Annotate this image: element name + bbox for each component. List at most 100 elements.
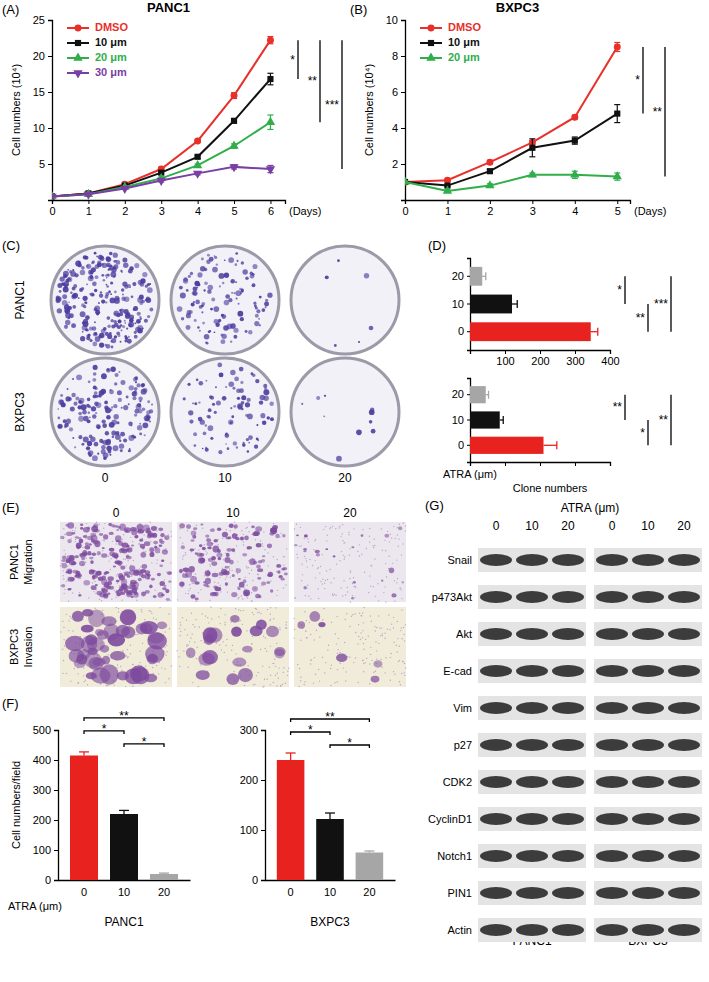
colony: [252, 373, 256, 377]
tick: 8: [392, 50, 405, 62]
pore: [104, 523, 105, 524]
y-axis: 0100200300: [240, 724, 266, 886]
cell: [126, 555, 129, 558]
colony: [222, 396, 227, 401]
pore: [343, 542, 344, 543]
colony: [106, 439, 111, 444]
marker: [266, 117, 275, 125]
colony: [116, 313, 120, 317]
colony: [94, 402, 98, 406]
colony: [240, 317, 244, 321]
marker: [614, 111, 620, 117]
pore: [249, 573, 250, 574]
colony: [101, 445, 106, 450]
pore: [392, 563, 393, 564]
cell: [185, 570, 192, 577]
cell: [144, 541, 150, 546]
transwell-image: [294, 522, 407, 603]
cell: [124, 571, 130, 575]
pore: [185, 593, 186, 594]
pore: [350, 570, 351, 571]
cell: [148, 532, 153, 536]
colony: [225, 433, 230, 438]
marker: [486, 159, 493, 166]
cell: [93, 573, 98, 578]
cell: [165, 589, 169, 593]
colony: [219, 285, 221, 287]
colony: [371, 429, 376, 434]
marker: [443, 186, 452, 194]
pore: [127, 560, 128, 561]
colony: [239, 367, 244, 372]
dish: [291, 246, 399, 354]
colony: [112, 436, 115, 439]
cell: [164, 535, 169, 540]
colony: [252, 273, 255, 276]
pore: [390, 534, 391, 535]
column-label: 20: [338, 471, 352, 485]
cell: [384, 534, 389, 538]
cell: [181, 545, 185, 549]
colony: [115, 432, 118, 435]
axis-line: [467, 379, 471, 463]
colony: [105, 431, 109, 435]
colony: [233, 328, 238, 333]
colony: [129, 315, 134, 320]
colony: [94, 442, 99, 447]
cell: [240, 537, 244, 541]
axis-line: [471, 351, 611, 355]
tick: 4: [195, 200, 201, 217]
colony: [151, 403, 153, 405]
pore: [225, 578, 226, 579]
significance-label: ***: [654, 297, 668, 311]
colony: [82, 331, 84, 333]
colony: [95, 412, 97, 414]
colony: [75, 261, 81, 267]
error-bar: [286, 753, 296, 760]
pore: [350, 601, 351, 602]
colony: [123, 438, 127, 442]
pore: [264, 549, 265, 550]
tick-label: 4: [572, 205, 578, 217]
cell: [198, 557, 205, 564]
pore: [237, 561, 238, 562]
marker: [528, 169, 537, 177]
pore: [83, 667, 84, 668]
colony: [369, 420, 373, 424]
colony: [214, 256, 217, 259]
y-axis: 0100200300400500: [33, 724, 59, 886]
pore: [243, 541, 244, 542]
x-axis: 012345: [402, 200, 630, 217]
colony: [137, 425, 143, 431]
cell: [236, 568, 241, 573]
pore: [116, 543, 117, 544]
pore: [248, 567, 249, 568]
pore: [308, 541, 309, 542]
pore: [315, 539, 316, 540]
legend-marker: [75, 25, 82, 32]
tick: 500: [33, 724, 58, 736]
colony: [70, 292, 72, 294]
colony: [139, 433, 142, 436]
colony: [248, 442, 250, 444]
series-line: [405, 175, 617, 191]
tick-mark: [467, 420, 470, 421]
pore: [156, 559, 157, 560]
colony-panel: (C)PANC1BXPC301020: [2, 238, 399, 485]
dish: [171, 246, 279, 354]
tick-label: 300: [240, 724, 258, 736]
colony: [356, 430, 362, 436]
pore: [335, 528, 336, 529]
colony: [259, 296, 262, 299]
pore: [110, 558, 111, 559]
cell: [79, 561, 85, 566]
pore: [177, 599, 178, 600]
pore: [222, 538, 223, 539]
colony: [237, 405, 242, 410]
colony: [145, 285, 148, 288]
cell: [162, 549, 168, 554]
colony: [209, 395, 212, 398]
colony: [86, 446, 90, 450]
pore: [62, 621, 63, 622]
dish: [51, 246, 159, 354]
